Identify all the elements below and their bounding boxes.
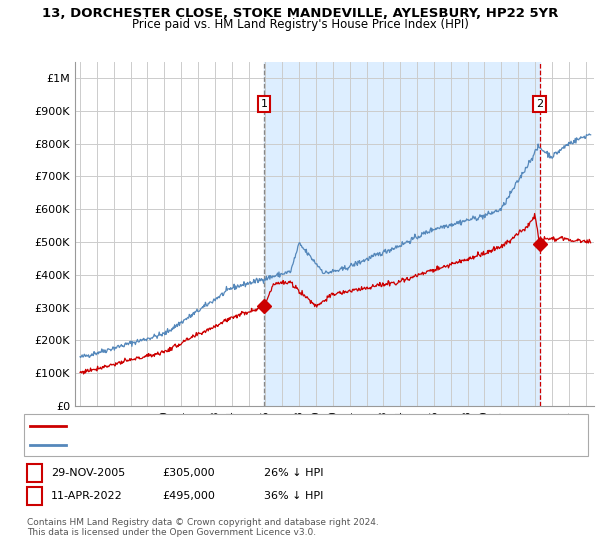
Text: 13, DORCHESTER CLOSE, STOKE MANDEVILLE, AYLESBURY, HP22 5YR: 13, DORCHESTER CLOSE, STOKE MANDEVILLE, …	[42, 7, 558, 20]
Text: HPI: Average price, detached house, Buckinghamshire: HPI: Average price, detached house, Buck…	[69, 440, 335, 450]
Text: 2: 2	[536, 99, 544, 109]
Bar	[264, 62, 540, 406]
Text: Price paid vs. HM Land Registry's House Price Index (HPI): Price paid vs. HM Land Registry's House …	[131, 18, 469, 31]
Text: 36% ↓ HPI: 36% ↓ HPI	[264, 491, 323, 501]
Text: 26% ↓ HPI: 26% ↓ HPI	[264, 468, 323, 478]
Text: 29-NOV-2005: 29-NOV-2005	[51, 468, 125, 478]
Text: 2: 2	[31, 491, 38, 501]
Text: 1: 1	[260, 99, 268, 109]
Text: 13, DORCHESTER CLOSE, STOKE MANDEVILLE, AYLESBURY, HP22 5YR (detached house): 13, DORCHESTER CLOSE, STOKE MANDEVILLE, …	[69, 421, 499, 431]
Text: £495,000: £495,000	[162, 491, 215, 501]
Text: £305,000: £305,000	[162, 468, 215, 478]
Text: Contains HM Land Registry data © Crown copyright and database right 2024.
This d: Contains HM Land Registry data © Crown c…	[27, 518, 379, 538]
Text: 1: 1	[31, 468, 38, 478]
Text: 11-APR-2022: 11-APR-2022	[51, 491, 123, 501]
